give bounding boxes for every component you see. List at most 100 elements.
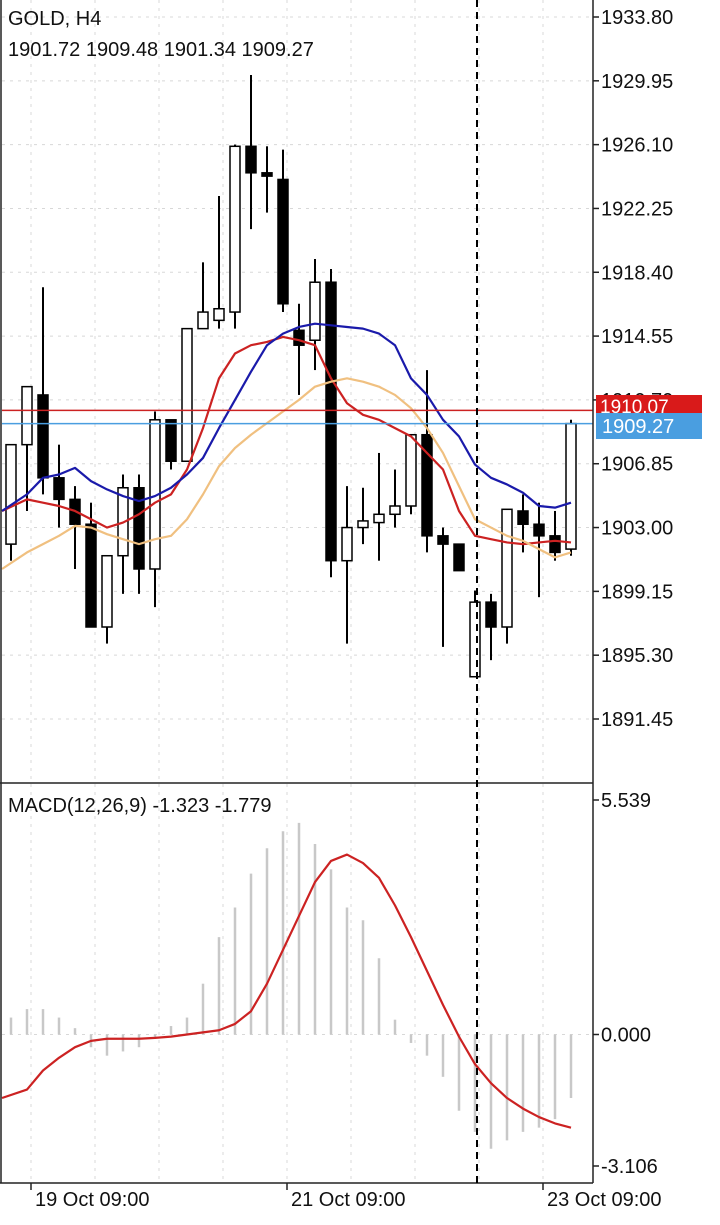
candle-body-bull (5, 443, 17, 545)
candle-body-bull (181, 327, 193, 462)
candle-body-bear (165, 419, 177, 462)
candle (85, 502, 97, 628)
candle-body-bull (373, 513, 385, 524)
candle-body-bull (309, 281, 321, 341)
candle (469, 590, 481, 678)
candle (261, 146, 273, 213)
price-tick-label: 1926.10 (601, 135, 673, 157)
candle (5, 443, 17, 561)
price-tick-label: 1899.15 (601, 581, 673, 603)
candle-body-bull (405, 433, 417, 507)
macd-grid (2, 784, 593, 1183)
candle-body-bull (197, 311, 209, 330)
candle (277, 149, 289, 313)
time-tick-label: 19 Oct 09:00 (35, 1189, 150, 1211)
price-tags: 1910.07 1909.27 (596, 395, 702, 439)
candle (517, 494, 529, 553)
candle-body-bull (21, 385, 33, 446)
candle-body-bear (453, 543, 465, 572)
candlestick-series (5, 75, 577, 678)
candle (485, 593, 497, 661)
candle (53, 444, 65, 528)
time-tick-label: 21 Oct 09:00 (291, 1189, 406, 1211)
candle-body-bull (357, 520, 369, 529)
candle-body-bull (101, 554, 113, 628)
bid-price-tag-bg (596, 395, 702, 417)
price-tick-label: 1929.95 (601, 71, 673, 93)
macd-signal-line (1, 853, 572, 1129)
ma-fast-line (1, 335, 572, 546)
ohlc-readout: 1901.72 1909.48 1901.34 1909.27 (8, 39, 314, 61)
macd-tick-label: 5.539 (601, 790, 651, 812)
candle-body-bull (229, 145, 241, 313)
candle-body-bear (437, 535, 449, 545)
candle (101, 554, 113, 644)
price-tick-label: 1914.55 (601, 326, 673, 348)
candle-body-bear (245, 145, 257, 174)
price-tick-label: 1891.45 (601, 709, 673, 731)
candle (245, 75, 257, 230)
candle (341, 486, 353, 644)
price-tick-label: 1906.85 (601, 454, 673, 476)
candle (501, 508, 513, 644)
bid-price-tag: 1910.07 (600, 397, 669, 418)
candle-body-bear (293, 329, 305, 346)
candle (165, 419, 177, 470)
price-axis: 1933.80 1929.95 1926.10 1922.25 1918.40 1914.… (593, 7, 673, 731)
macd-signal-polyline (1, 853, 572, 1129)
price-tick-label: 1918.40 (601, 262, 673, 284)
candle (117, 474, 129, 594)
candle-body-bear (421, 433, 433, 537)
candle-body-bear (325, 281, 337, 562)
candle (405, 433, 417, 515)
macd-axis: 5.539 0.000 -3.106 (593, 790, 658, 1178)
candle (565, 419, 577, 556)
price-tick-label: 1895.30 (601, 645, 673, 667)
macd-tick-label: 0.000 (601, 1025, 651, 1047)
macd-title: MACD(12,26,9) -1.323 -1.779 (8, 795, 271, 817)
candle-body-bear (85, 523, 97, 628)
candle (229, 144, 241, 329)
candle (213, 196, 225, 329)
candle (37, 287, 49, 495)
candle-body-bull (341, 526, 353, 562)
candle-body-bear (53, 477, 65, 501)
time-axis: 19 Oct 09:00 21 Oct 09:00 23 Oct 09:00 (30, 1183, 662, 1211)
macd-tick-label: -3.106 (601, 1156, 658, 1178)
candle (357, 487, 369, 545)
candle-body-bear (37, 394, 49, 479)
candle-body-bear (133, 487, 145, 570)
candle (453, 543, 465, 572)
candle (373, 452, 385, 561)
candle-body-bear (485, 601, 497, 628)
candle (309, 259, 321, 371)
candle-body-bull (469, 601, 481, 678)
macd-histogram (9, 822, 573, 1149)
candle-body-bull (501, 508, 513, 628)
candle-body-bear (517, 510, 529, 525)
candle-body-bull (389, 505, 401, 516)
candle (181, 327, 193, 462)
candle (421, 370, 433, 553)
candle-body-bear (261, 172, 273, 177)
price-tick-label: 1903.00 (601, 518, 673, 540)
time-tick-label: 23 Oct 09:00 (547, 1189, 662, 1211)
candle-body-bull (565, 422, 577, 550)
candle-body-bull (213, 307, 225, 322)
ask-price-tag: 1909.27 (602, 416, 674, 438)
candle (197, 262, 209, 330)
symbol-title: GOLD, H4 (8, 8, 101, 30)
price-tick-label: 1933.80 (601, 7, 673, 29)
price-grid (2, 0, 593, 782)
candle (437, 527, 449, 647)
price-tick-label: 1922.25 (601, 198, 673, 220)
candle-body-bear (277, 178, 289, 305)
candle (549, 510, 561, 561)
candle-body-bear (549, 535, 561, 554)
candle (133, 474, 145, 594)
candle-body-bear (533, 523, 545, 537)
candle (21, 385, 33, 511)
candle (389, 469, 401, 528)
